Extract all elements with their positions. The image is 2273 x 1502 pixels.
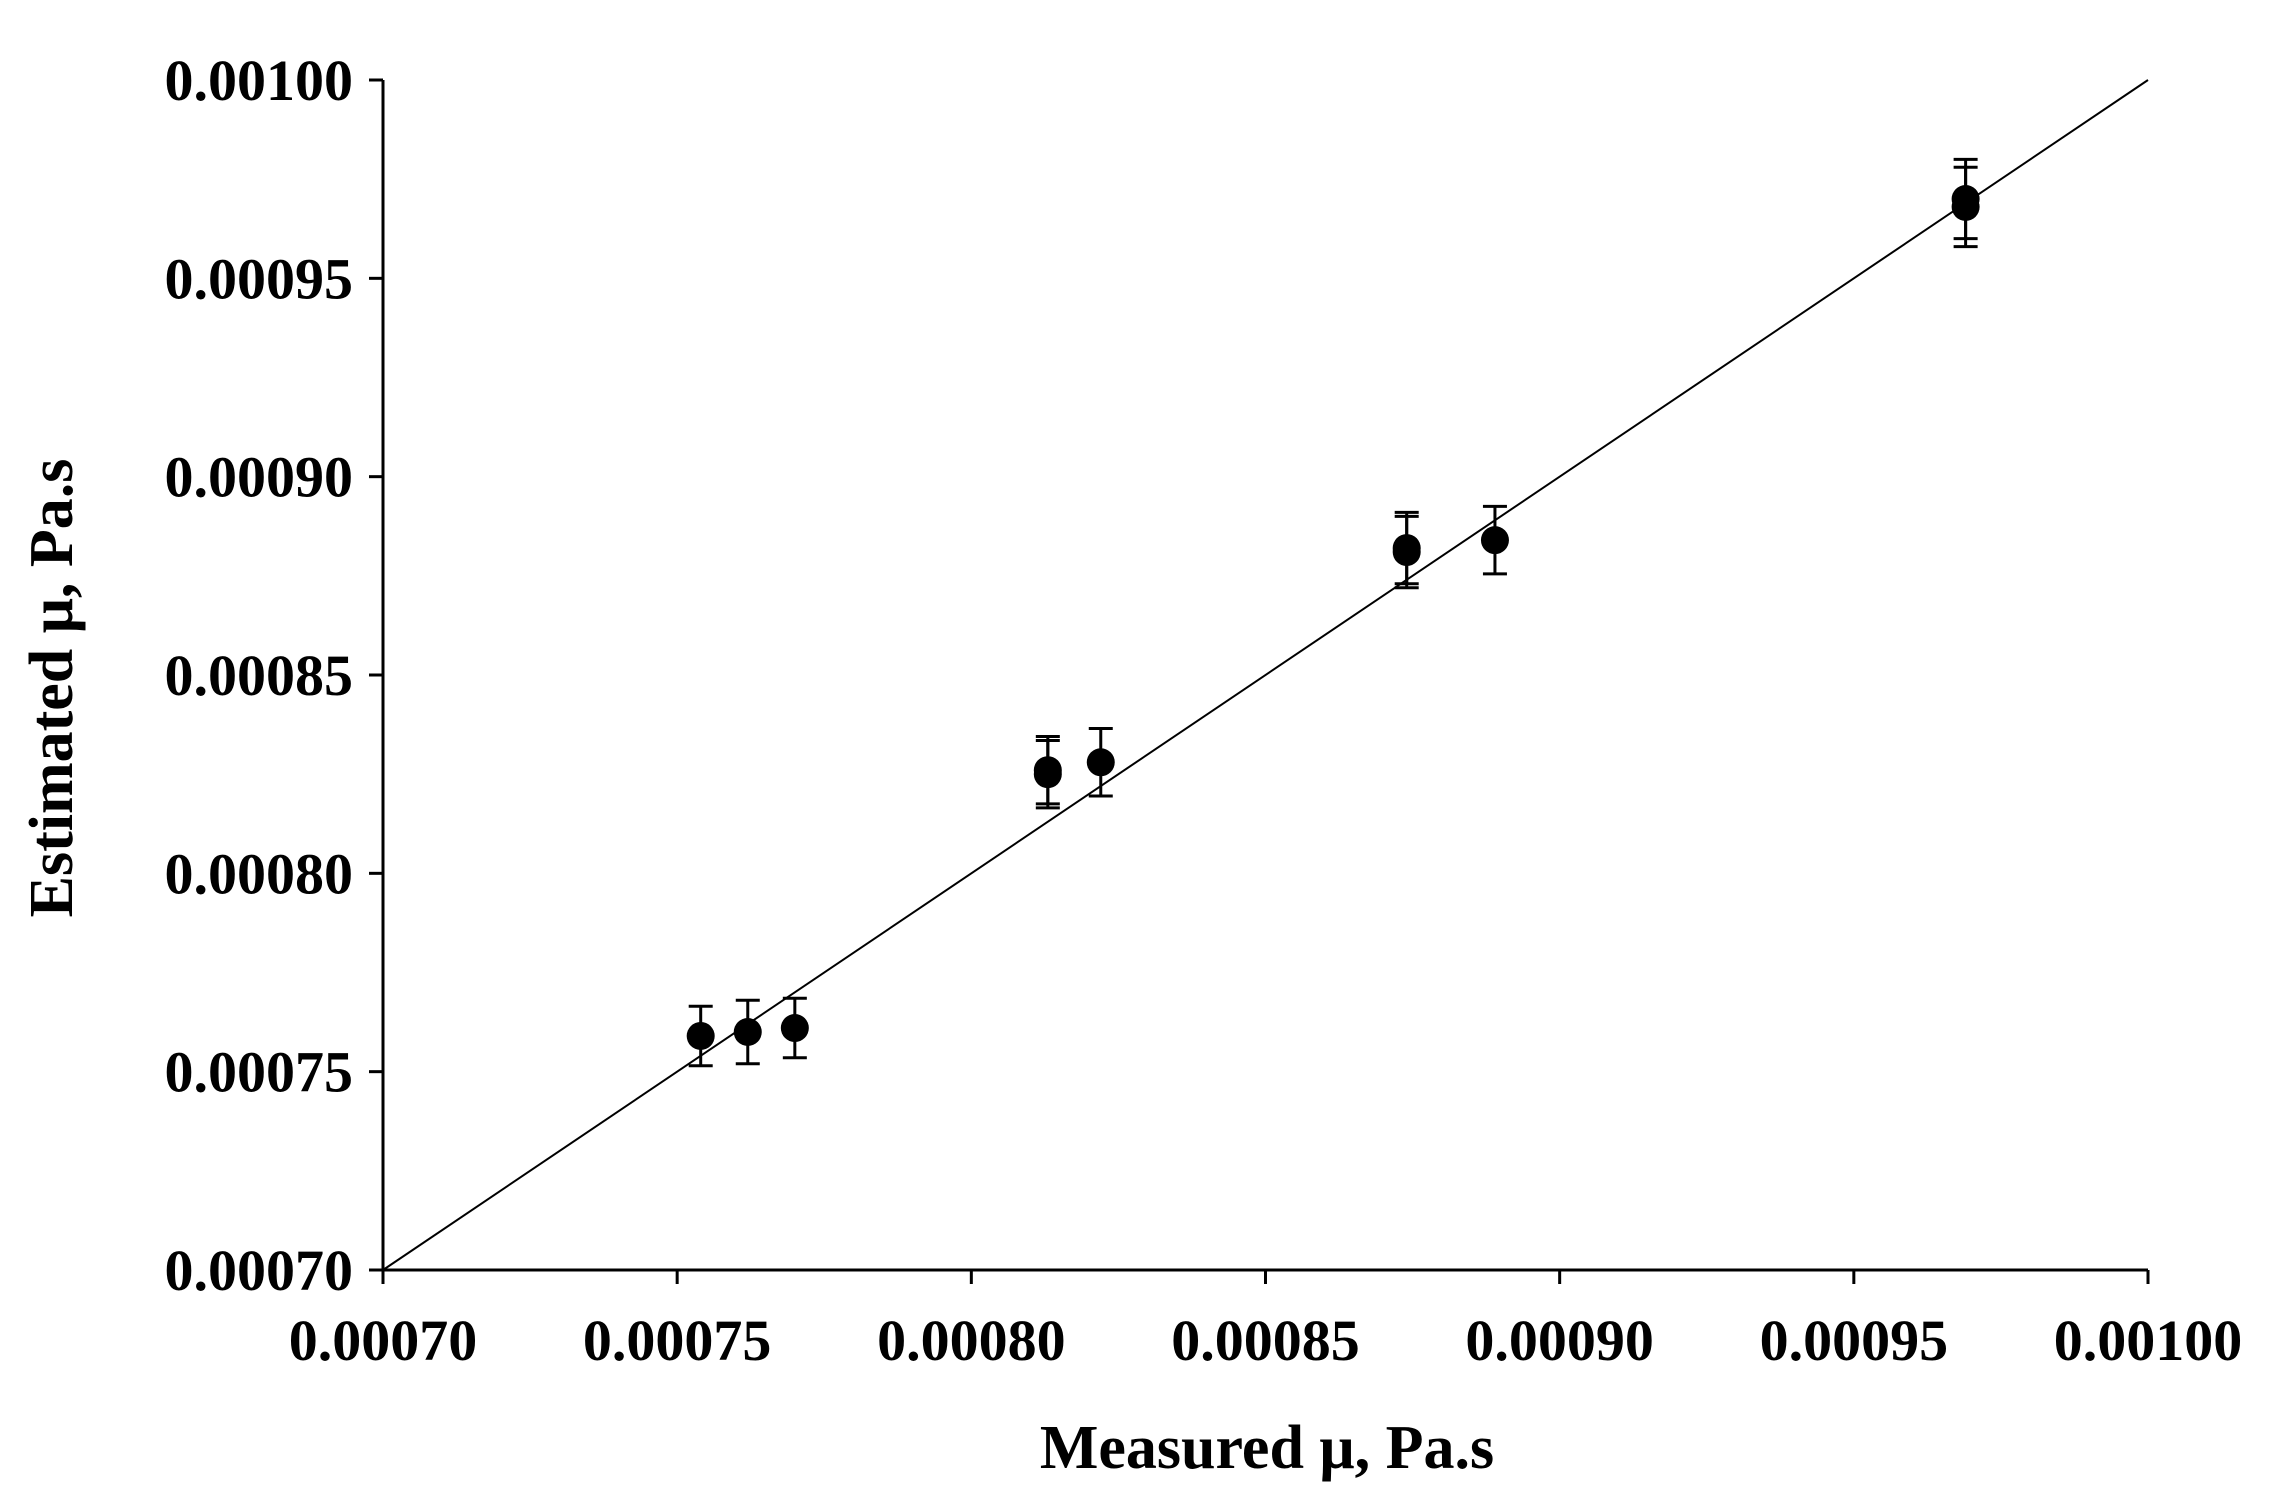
x-tick-label: 0.00075 — [583, 1308, 772, 1373]
y-tick-label: 0.00075 — [165, 1040, 354, 1105]
x-axis-title: Measured μ, Pa.s — [1040, 1414, 1494, 1482]
x-tick-label: 0.00085 — [1171, 1308, 1360, 1373]
point-marker — [1480, 526, 1509, 555]
data-point — [1480, 504, 1509, 576]
x-tick-label: 0.00080 — [877, 1308, 1066, 1373]
point-marker — [1033, 760, 1062, 789]
y-tick-label: 0.00095 — [165, 246, 354, 311]
point-marker — [1951, 192, 1980, 221]
data-point — [1392, 514, 1421, 590]
identity-line — [382, 79, 2149, 1271]
point-marker — [1086, 748, 1115, 777]
y-axis-ticks: 0.00070 0.00075 0.00080 0.00085 0.00090 0.000… — [165, 48, 383, 1303]
y-tick-label: 0.00090 — [165, 445, 354, 510]
y-tick-label: 0.00100 — [165, 48, 354, 113]
point-marker — [733, 1018, 762, 1046]
y-tick-label: 0.00080 — [165, 841, 354, 906]
x-axis-ticks: 0.00070 0.00075 0.00080 0.00085 0.00090 0.000… — [289, 1270, 2243, 1373]
x-tick-label: 0.00100 — [2054, 1308, 2243, 1373]
data-point — [686, 1004, 715, 1068]
data-point — [780, 996, 809, 1060]
x-tick-label: 0.00095 — [1760, 1308, 1949, 1373]
x-tick-label: 0.00090 — [1465, 1308, 1654, 1373]
point-marker — [1392, 538, 1421, 567]
x-tick-label: 0.00070 — [289, 1308, 478, 1373]
data-points — [686, 157, 1980, 1068]
y-tick-label: 0.00085 — [165, 643, 354, 708]
point-marker — [780, 1014, 809, 1043]
data-point — [1951, 165, 1980, 249]
y-tick-label: 0.00070 — [165, 1238, 354, 1303]
identity-line-group — [382, 79, 2149, 1271]
point-marker — [686, 1021, 715, 1050]
data-point — [1033, 738, 1062, 810]
data-point — [1086, 727, 1115, 798]
data-point — [733, 998, 762, 1066]
y-axis-title: Estimated μ, Pa.s — [18, 459, 86, 918]
